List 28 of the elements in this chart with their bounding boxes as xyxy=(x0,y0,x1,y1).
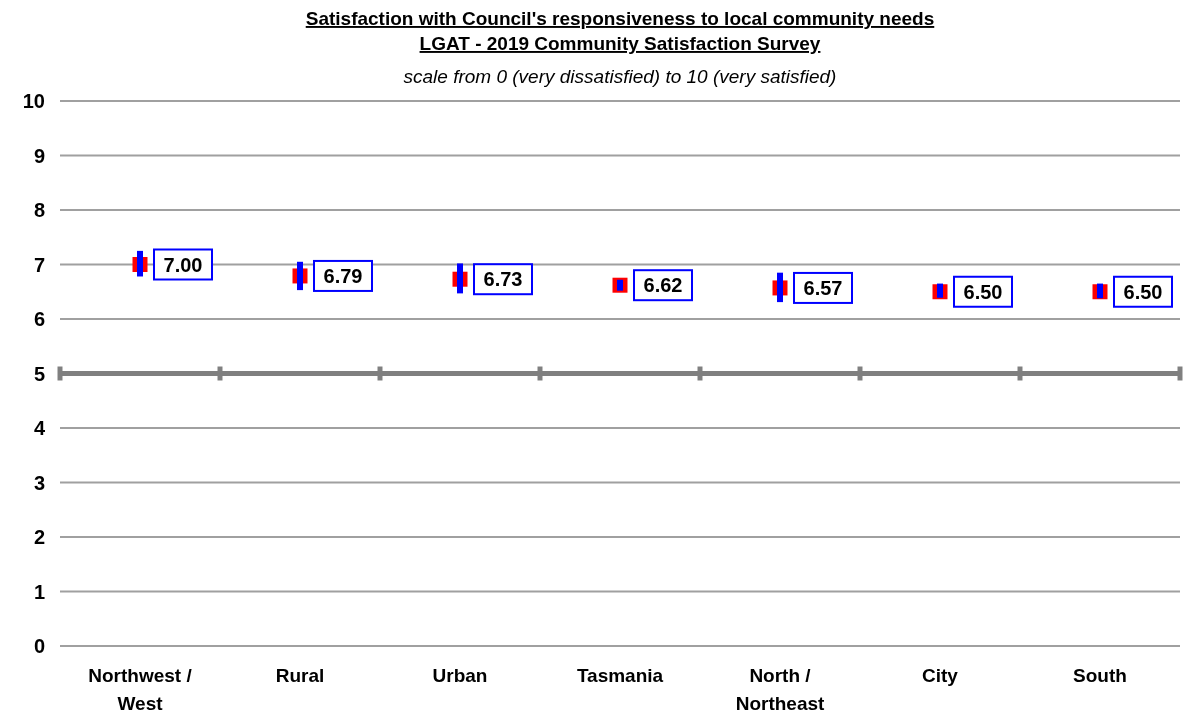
y-tick-label: 9 xyxy=(33,144,45,167)
data-label: 6.57 xyxy=(803,276,843,299)
x-tick-label: Tasmania xyxy=(576,665,664,686)
x-tick-label: North / Northeast xyxy=(735,665,826,714)
y-tick-label: 3 xyxy=(33,471,45,494)
x-tick-label: Northwest / West xyxy=(88,665,193,714)
x-tick-label: City xyxy=(922,665,959,686)
chart-subtitle: LGAT - 2019 Community Satisfaction Survey xyxy=(419,33,821,54)
y-tick-label: 0 xyxy=(33,635,45,657)
y-tick-label: 4 xyxy=(33,417,46,439)
data-label: 6.79 xyxy=(323,264,363,287)
y-tick-label: 8 xyxy=(33,199,45,221)
data-label: 6.50 xyxy=(963,280,1003,303)
data-label: 6.73 xyxy=(483,268,523,291)
y-tick-label: 2 xyxy=(33,526,45,548)
data-label: 6.62 xyxy=(643,274,683,297)
y-tick-label: 7 xyxy=(33,253,45,276)
x-tick-label: Rural xyxy=(275,665,325,686)
y-tick-label: 1 xyxy=(33,580,45,603)
x-tick-label: South xyxy=(1073,665,1127,686)
y-tick-label: 5 xyxy=(33,362,45,385)
text: scale from 0 (very dissatisfied) to 10 (very satisfied) xyxy=(403,66,837,87)
chart-title: Satisfaction with Council's responsiveness to local community needs xyxy=(305,8,935,29)
data-label: 6.50 xyxy=(1123,280,1163,303)
y-tick-label: 10 xyxy=(22,90,45,112)
x-tick-label: Urban xyxy=(432,665,488,686)
data-label: 7.00 xyxy=(163,253,203,276)
y-tick-label: 6 xyxy=(33,308,45,330)
